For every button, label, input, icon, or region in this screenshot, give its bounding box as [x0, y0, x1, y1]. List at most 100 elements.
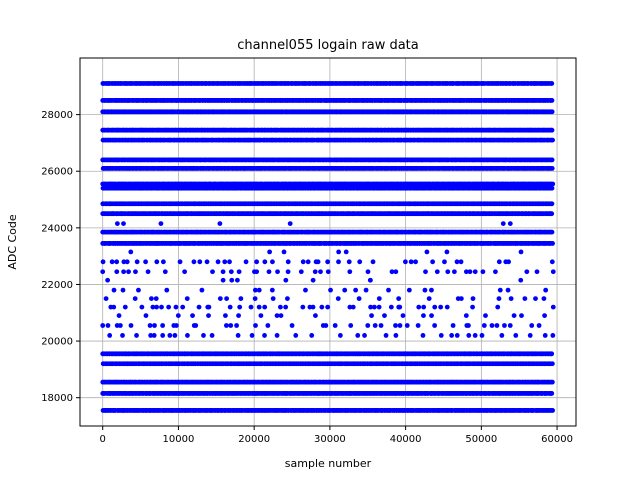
level-band: [100, 166, 555, 171]
data-point: [518, 249, 524, 255]
data-point: [298, 269, 304, 275]
data-point: [215, 259, 221, 265]
data-point: [303, 287, 308, 293]
data-point: [177, 259, 183, 265]
data-point: [408, 259, 414, 265]
data-point: [145, 269, 151, 275]
data-point: [285, 269, 291, 275]
data-point: [120, 287, 126, 293]
data-point: [386, 287, 391, 293]
data-point: [472, 269, 478, 275]
data-point: [191, 259, 197, 265]
data-point: [549, 185, 555, 191]
data-point: [328, 287, 333, 293]
level-band: [100, 241, 555, 246]
data-point: [121, 221, 126, 227]
data-point: [549, 127, 555, 133]
data-point: [285, 259, 291, 265]
data-point: [413, 259, 418, 265]
data-point: [363, 287, 369, 293]
data-point: [105, 277, 111, 283]
data-point: [162, 269, 168, 275]
data-point: [429, 287, 434, 293]
data-point: [222, 259, 228, 265]
data-point: [325, 269, 331, 275]
data-points: [100, 81, 556, 413]
data-point: [467, 269, 473, 275]
data-point: [197, 259, 203, 265]
data-point: [267, 249, 273, 255]
data-point: [336, 249, 342, 255]
data-point: [121, 269, 127, 275]
chart-title: channel055 logain raw data: [237, 38, 419, 53]
data-point: [158, 221, 164, 227]
data-point: [143, 259, 149, 265]
level-band: [100, 157, 555, 163]
data-point: [549, 157, 555, 163]
data-point: [424, 249, 430, 255]
data-point: [270, 259, 275, 265]
data-point: [262, 259, 268, 265]
data-point: [325, 259, 331, 265]
data-point: [154, 259, 160, 265]
level-band: [100, 211, 555, 217]
data-point: [160, 259, 166, 265]
data-point: [132, 296, 138, 302]
data-point: [227, 259, 232, 265]
data-point: [136, 287, 141, 293]
data-point: [164, 287, 170, 293]
data-point: [210, 269, 215, 275]
data-point: [269, 287, 275, 293]
data-point: [111, 287, 117, 293]
data-point: [103, 296, 109, 302]
level-band: [100, 201, 555, 207]
data-point: [254, 259, 260, 265]
data-point: [126, 269, 131, 275]
data-point: [336, 259, 341, 265]
data-point: [153, 296, 159, 302]
data-point: [342, 287, 348, 293]
data-point: [283, 277, 289, 283]
data-point: [134, 259, 140, 265]
data-point: [310, 277, 316, 283]
level-band: [100, 109, 555, 115]
data-point: [204, 259, 210, 265]
level-band: [100, 137, 555, 143]
data-point: [549, 229, 555, 235]
data-point: [149, 296, 154, 302]
data-point: [549, 166, 555, 171]
data-point: [228, 269, 234, 275]
data-point: [518, 277, 524, 283]
data-point: [266, 269, 272, 275]
level-band: [100, 81, 555, 86]
data-point: [182, 269, 188, 275]
data-point: [217, 221, 223, 227]
level-band: [100, 229, 555, 235]
data-point: [403, 259, 408, 265]
data-point: [100, 259, 106, 265]
data-point: [500, 221, 506, 227]
data-point: [445, 269, 451, 275]
data-point: [422, 287, 428, 293]
data-point: [549, 201, 555, 207]
data-point: [109, 259, 115, 265]
data-point: [199, 287, 205, 293]
data-point: [497, 287, 503, 293]
data-point: [458, 259, 464, 265]
data-point: [549, 109, 555, 115]
data-point: [534, 269, 540, 275]
level-band: [100, 127, 555, 133]
data-point: [430, 259, 436, 265]
data-point: [128, 249, 134, 255]
data-point: [234, 277, 240, 283]
data-point: [287, 221, 293, 227]
data-point: [312, 269, 318, 275]
level-band: [100, 185, 555, 191]
data-point: [256, 287, 262, 293]
data-point: [393, 269, 399, 275]
data-point: [114, 269, 120, 275]
data-point: [254, 269, 260, 275]
data-point: [549, 211, 555, 217]
data-point: [550, 181, 556, 187]
